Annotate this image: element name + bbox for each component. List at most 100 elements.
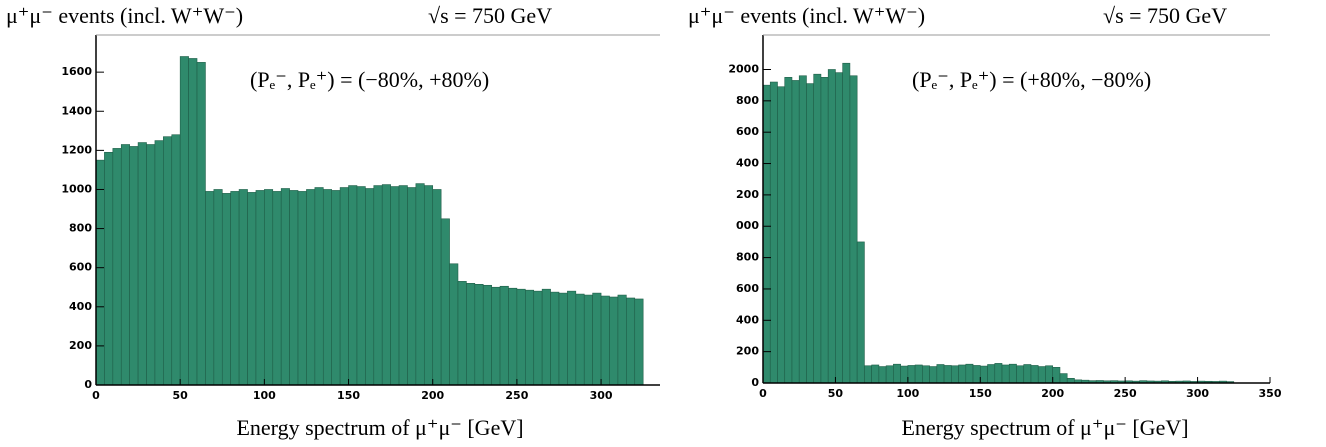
bar — [820, 77, 829, 384]
bar — [864, 365, 872, 384]
y-tick-label: 400 — [736, 157, 759, 170]
bar — [314, 187, 324, 386]
bar — [289, 190, 299, 386]
bar — [842, 62, 851, 384]
bar — [575, 293, 585, 386]
bar — [508, 287, 518, 386]
bar — [499, 285, 509, 386]
annotation: (Pₑ⁻, Pₑ⁺) = (−80%, +80%) — [250, 67, 489, 92]
bar — [381, 184, 391, 386]
y-tick-label: 600 — [736, 125, 759, 138]
bar — [1052, 367, 1061, 384]
chart-subtitle: √s = 750 GeV — [428, 3, 552, 28]
bar — [398, 185, 408, 386]
bar — [322, 189, 333, 386]
bar — [407, 187, 417, 386]
y-tick-label: 800 — [69, 222, 92, 235]
bar — [112, 148, 122, 386]
bar — [196, 62, 206, 386]
bar — [893, 363, 901, 384]
bar — [163, 136, 173, 386]
bar — [432, 189, 442, 386]
bar — [626, 297, 636, 386]
x-tick-label: 100 — [896, 387, 919, 400]
bar — [440, 218, 450, 386]
bar — [272, 191, 282, 386]
bar — [914, 364, 923, 384]
bar — [179, 56, 189, 386]
bar — [987, 364, 996, 384]
bar — [348, 185, 358, 386]
bar — [871, 364, 880, 384]
bar — [1030, 365, 1039, 384]
y-tick-label: 0 — [751, 376, 759, 389]
chart-title: μ⁺μ⁻ events (incl. W⁺W⁻) — [688, 3, 925, 28]
bar — [221, 193, 231, 386]
y-tick-label: 600 — [69, 261, 92, 274]
x-tick-label: 300 — [1186, 387, 1209, 400]
bar — [958, 364, 967, 384]
bar — [856, 241, 865, 384]
bar — [827, 69, 836, 384]
bar — [1037, 366, 1046, 384]
bar — [449, 263, 459, 386]
bar — [541, 288, 551, 386]
bar — [365, 188, 375, 386]
bar — [154, 140, 164, 386]
bar — [849, 75, 858, 384]
y-tick-label: 800 — [736, 251, 759, 264]
bar — [213, 189, 223, 386]
bar — [900, 365, 909, 384]
bar — [95, 159, 105, 386]
bar — [885, 365, 894, 384]
y-tick-label: 2000 — [728, 62, 759, 75]
y-tick-label: 200 — [736, 188, 759, 201]
x-axis-label: Energy spectrum of μ⁺μ⁻ [GeV] — [901, 415, 1188, 440]
bar — [491, 286, 501, 386]
bar — [280, 188, 290, 386]
bar — [994, 363, 1003, 384]
bar — [297, 191, 307, 386]
x-tick-label: 250 — [505, 389, 528, 402]
bar — [230, 191, 240, 386]
x-tick-label: 200 — [1041, 387, 1064, 400]
bar — [373, 185, 383, 386]
bar — [205, 191, 215, 386]
y-tick-label: 0 — [84, 378, 92, 391]
x-tick-label: 0 — [759, 387, 767, 400]
bar — [936, 364, 945, 384]
x-axis-label: Energy spectrum of μ⁺μ⁻ [GeV] — [236, 415, 523, 440]
x-tick-label: 250 — [1114, 387, 1137, 400]
bar — [120, 144, 130, 386]
bar — [583, 294, 593, 386]
bar — [965, 363, 974, 384]
x-tick-label: 150 — [969, 387, 992, 400]
x-tick-label: 0 — [92, 389, 100, 402]
bar — [255, 190, 265, 386]
bar — [1045, 365, 1054, 384]
bar — [264, 189, 274, 386]
bar — [1059, 373, 1068, 384]
bar — [798, 75, 807, 384]
bar — [813, 73, 822, 384]
x-tick-label: 150 — [337, 389, 360, 402]
y-tick-label: 000 — [736, 219, 759, 232]
y-tick-label: 400 — [736, 313, 759, 326]
bar — [558, 292, 568, 386]
bar — [762, 84, 771, 384]
bar — [922, 365, 930, 384]
bar — [979, 365, 988, 384]
bar — [777, 86, 786, 384]
bar — [550, 291, 560, 386]
y-tick-label: 1400 — [61, 104, 92, 117]
bar — [1016, 365, 1025, 384]
bar — [533, 290, 543, 386]
bar — [929, 366, 938, 384]
bar — [1001, 364, 1010, 384]
bar — [600, 295, 610, 386]
bar — [482, 284, 492, 386]
chart-title: μ⁺μ⁻ events (incl. W⁺W⁻) — [6, 3, 243, 28]
bar — [972, 365, 981, 384]
